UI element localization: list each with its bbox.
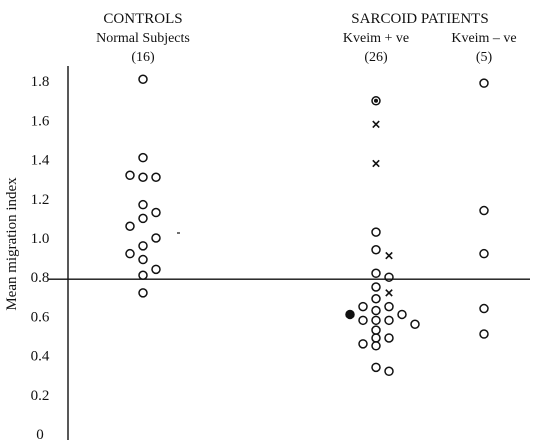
- y-tick-label: 1.4: [31, 153, 50, 169]
- y-tick-label: 0: [36, 427, 44, 440]
- group-count-normal-subjects: (16): [131, 50, 155, 65]
- data-point: [138, 288, 148, 298]
- data-point: [371, 315, 381, 326]
- data-point: [371, 362, 381, 373]
- data-point-circle-dot: [371, 96, 381, 106]
- group-label-kveim-positive: Kveim + ve: [343, 31, 409, 46]
- data-point: [138, 270, 148, 280]
- data-point-center-dot: [374, 98, 378, 103]
- data-point: [151, 172, 161, 182]
- data-point: [125, 170, 135, 181]
- data-point-cross: [372, 159, 380, 168]
- y-tick-label: 1.6: [31, 113, 50, 129]
- data-point: [371, 325, 381, 335]
- data-point: [479, 303, 489, 314]
- data-point: [371, 341, 381, 351]
- group-label-normal-subjects: Normal Subjects: [96, 31, 190, 46]
- group-heading-controls: CONTROLS: [103, 11, 182, 27]
- data-point: [384, 366, 394, 377]
- y-tick-label: 1.0: [31, 231, 50, 247]
- data-point: [138, 213, 148, 224]
- data-point: [384, 315, 394, 326]
- data-point: [371, 227, 381, 237]
- data-point: [371, 268, 381, 279]
- data-point: [138, 241, 148, 251]
- y-tick-label: 1.2: [31, 192, 50, 208]
- data-point: [138, 152, 148, 163]
- group-count-kveim-negative: (5): [476, 50, 493, 65]
- data-point: [479, 205, 489, 216]
- data-point: [138, 74, 148, 84]
- data-point: [371, 245, 381, 255]
- data-point: [371, 333, 381, 343]
- data-point: [371, 282, 381, 292]
- y-tick-label: 0.2: [31, 388, 50, 404]
- y-tick-label: 0.8: [31, 270, 50, 286]
- group-label-kveim-negative: Kveim – ve: [451, 31, 516, 46]
- data-point: [410, 319, 420, 329]
- data-point: [479, 248, 489, 259]
- data-point-cross: [385, 251, 393, 260]
- group-heading-sarcoid: SARCOID PATIENTS: [351, 11, 488, 27]
- data-point: [479, 329, 489, 339]
- y-tick-label: 0.4: [31, 349, 50, 365]
- data-point: [358, 339, 368, 349]
- y-ticks: 0 0.2 0.4 0.6 0.8 1.0 1.2 1.4 1.6 1.8: [31, 74, 50, 440]
- data-point: [479, 78, 489, 88]
- data-point-cross: [385, 289, 393, 297]
- data-point: [371, 294, 381, 304]
- data-point: [358, 301, 368, 312]
- data-point: [138, 199, 148, 210]
- data-point: [125, 221, 135, 231]
- y-tick-label: 0.6: [31, 309, 50, 325]
- y-tick-label: 1.8: [31, 74, 50, 90]
- data-point-cross: [372, 120, 380, 129]
- data-point: [138, 172, 148, 182]
- data-points: [125, 74, 489, 377]
- data-point: [384, 333, 394, 343]
- data-point-filled: [345, 309, 355, 320]
- data-point: [397, 309, 407, 320]
- data-point: [138, 254, 148, 265]
- y-axis-label: Mean migration index: [4, 177, 20, 311]
- data-point: [151, 264, 161, 275]
- data-point: [384, 301, 394, 312]
- data-point: [358, 315, 368, 326]
- group-count-kveim-positive: (26): [364, 50, 388, 65]
- data-point: [384, 272, 394, 282]
- data-point: [371, 305, 381, 316]
- data-point: [151, 233, 161, 243]
- data-point: [125, 248, 135, 259]
- data-point: [151, 207, 161, 218]
